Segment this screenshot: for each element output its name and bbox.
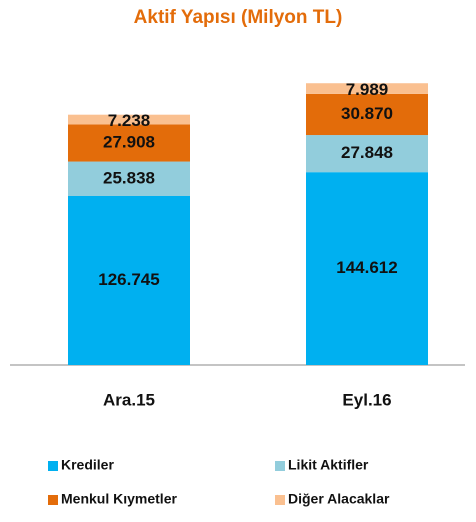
legend-swatch	[275, 495, 285, 505]
data-label: 30.870	[341, 104, 393, 123]
data-label: 144.612	[336, 258, 397, 277]
data-label: 25.838	[103, 168, 155, 187]
bar-segment	[306, 172, 428, 365]
legend-swatch	[48, 461, 58, 471]
data-label: 7.989	[346, 80, 389, 99]
data-label: 126.745	[98, 270, 159, 289]
legend-label: Likit Aktifler	[288, 457, 369, 473]
legend-swatch	[275, 461, 285, 471]
legend-label: Krediler	[61, 457, 114, 473]
data-label: 27.908	[103, 132, 155, 151]
x-tick-label: Eyl.16	[342, 390, 391, 409]
bar-segment	[306, 135, 428, 173]
legend-label: Diğer Alacaklar	[288, 491, 390, 507]
legend-swatch	[48, 495, 58, 505]
chart-title: Aktif Yapısı (Milyon TL)	[134, 7, 343, 28]
bar-segment	[68, 161, 190, 196]
bar-segment	[306, 93, 428, 136]
x-tick-label: Ara.15	[103, 390, 155, 409]
bar-segment	[68, 196, 190, 365]
data-label: 7.238	[108, 111, 151, 130]
bar-segment	[68, 114, 190, 125]
legend-label: Menkul Kıymetler	[61, 491, 177, 507]
bar-segment	[68, 124, 190, 162]
bar-segment	[306, 83, 428, 94]
data-label: 27.848	[341, 143, 393, 162]
